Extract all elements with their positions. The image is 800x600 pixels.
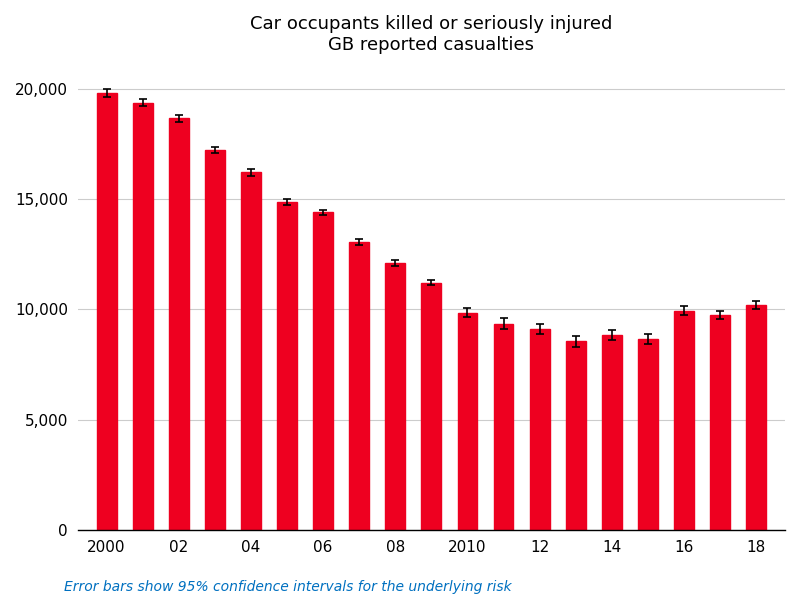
Bar [602, 335, 622, 530]
Bar [746, 305, 766, 530]
Bar [133, 103, 153, 530]
Bar [710, 315, 730, 530]
Bar [205, 151, 225, 530]
Bar [422, 283, 442, 530]
Bar [530, 329, 550, 530]
Bar [566, 341, 586, 530]
Bar [386, 263, 405, 530]
Bar [241, 172, 261, 530]
Bar [494, 324, 514, 530]
Bar [674, 311, 694, 530]
Bar [97, 94, 117, 530]
Bar [350, 242, 369, 530]
Text: Error bars show 95% confidence intervals for the underlying risk: Error bars show 95% confidence intervals… [64, 580, 512, 594]
Bar [313, 212, 333, 530]
Bar [277, 202, 297, 530]
Title: Car occupants killed or seriously injured
GB reported casualties: Car occupants killed or seriously injure… [250, 15, 613, 54]
Bar [638, 339, 658, 530]
Bar [458, 313, 478, 530]
Bar [169, 118, 189, 530]
